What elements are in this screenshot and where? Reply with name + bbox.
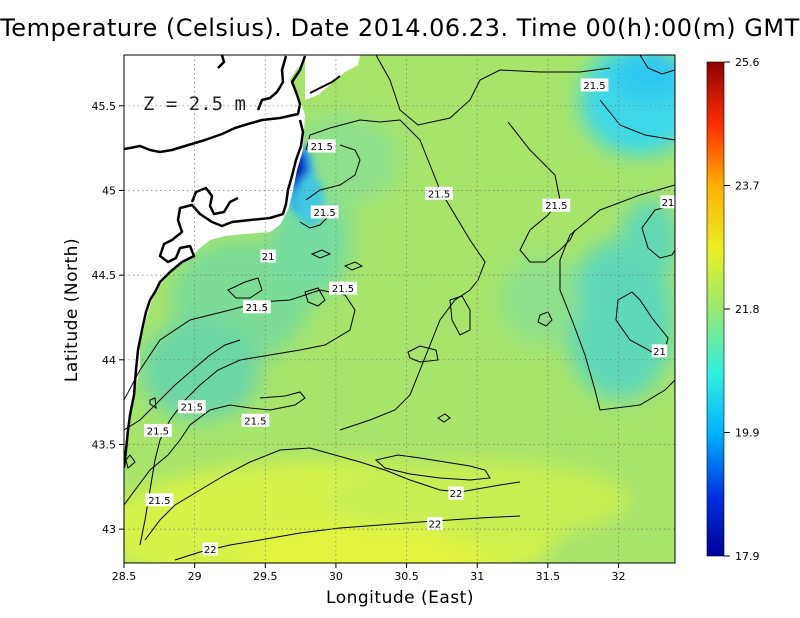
contour-label: 21.5 [332, 284, 354, 295]
y-tick-label: 45.5 [92, 100, 117, 113]
contour-label-bg [242, 300, 271, 314]
x-tick-label: 31.5 [536, 570, 561, 583]
contour-label-bg [448, 486, 464, 500]
contour-label: 22 [428, 520, 441, 531]
contour-label: 22 [450, 489, 463, 500]
contour-label: 21.5 [313, 208, 335, 219]
x-tick-label: 28.5 [112, 570, 137, 583]
contour-label: 22 [204, 545, 217, 556]
contour-label-bg [145, 493, 174, 507]
colorbar-tick-label: 23.7 [735, 180, 760, 193]
contour-label: 21.5 [246, 303, 268, 314]
y-tick-label: 44.5 [92, 269, 117, 282]
contour-label-bg [660, 195, 675, 209]
contour-label-bg [260, 249, 276, 263]
contour-label-bg [202, 542, 218, 556]
contour-label-bg [425, 186, 453, 200]
colorbar-ticks: 25.6 23.7 21.8 19.9 17.9 [724, 56, 760, 563]
x-tick-label: 30 [329, 570, 343, 583]
x-tick-label: 29 [188, 570, 202, 583]
coastline [124, 55, 307, 154]
contour-label: 21.5 [428, 189, 450, 200]
temperature-field: 21.5 21.5 21.5 21.5 21.5 21 21.5 21.5 21 21.5 21.5… [124, 55, 675, 563]
contour-lines [124, 55, 675, 561]
x-axis-ticks: 28.5 29 29.5 30 30.5 31 31.5 32 [112, 563, 625, 583]
plot-frame [123, 54, 676, 564]
y-tick-label: 44 [102, 354, 116, 367]
chart-title: Temperature (Celsius). Date 2014.06.23. … [0, 14, 800, 42]
y-tick-label: 43.5 [92, 438, 117, 451]
land-area [124, 55, 305, 470]
contour-label: 21.5 [181, 403, 203, 414]
contour-label-bg [177, 400, 206, 414]
contour-label-bg [310, 205, 339, 219]
depth-label: Z = 2.5 m [143, 93, 246, 115]
x-tick-label: 30.5 [394, 570, 419, 583]
contour-label-bg [651, 344, 668, 358]
contour-label: 21.5 [147, 426, 169, 437]
contour-label: 21 [662, 198, 675, 209]
contour-label: 21 [653, 347, 666, 358]
contour-label: 21.5 [311, 142, 333, 153]
y-tick-label: 43 [102, 523, 116, 536]
x-axis-label: Longitude (East) [326, 588, 474, 608]
contour-label: 21.5 [545, 201, 567, 212]
y-tick-label: 45 [102, 184, 116, 197]
contour-label: 21.5 [244, 416, 266, 427]
contour-label-bg [144, 423, 172, 437]
x-tick-label: 29.5 [253, 570, 278, 583]
colorbar-tick-label: 19.9 [735, 427, 760, 440]
contour-label: 21.5 [148, 496, 170, 507]
colorbar-tick-label: 25.6 [735, 56, 760, 69]
grid-lines [124, 55, 675, 563]
colorbar [706, 61, 725, 557]
contour-label-bg [580, 78, 609, 92]
x-tick-label: 32 [611, 570, 625, 583]
contour-label: 21 [262, 252, 275, 263]
contour-labels: 21.5 21.5 21.5 21.5 21.5 21 21.5 21.5 21 21.5 21.5… [144, 78, 675, 556]
colorbar-tick-label: 17.9 [735, 550, 760, 563]
y-axis-ticks: 43 43.5 44 44.5 45 45.5 [92, 100, 124, 536]
contour-label-bg [542, 198, 571, 212]
contour-label-bg [307, 139, 336, 153]
y-axis-label: Latitude (North) [62, 237, 82, 383]
contour-label: 21.5 [583, 81, 605, 92]
x-tick-label: 31 [470, 570, 484, 583]
colorbar-tick-label: 21.8 [735, 303, 760, 316]
contour-label-bg [427, 517, 443, 531]
contour-label-bg [241, 413, 270, 427]
